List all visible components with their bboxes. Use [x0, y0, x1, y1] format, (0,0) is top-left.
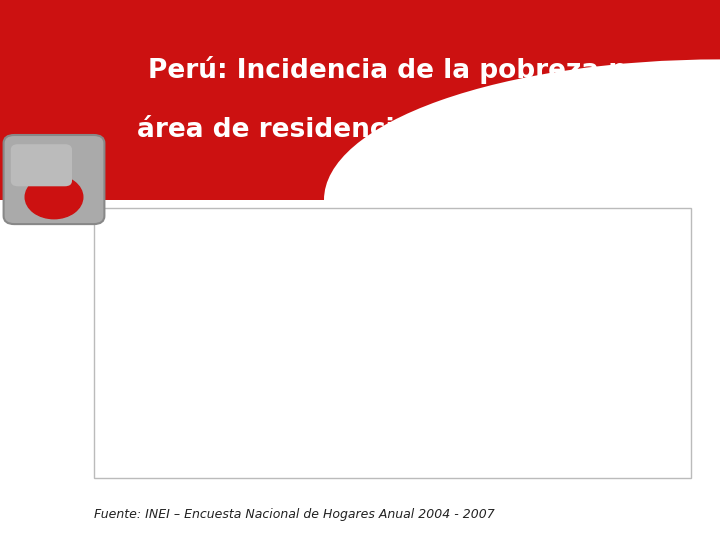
Polygon shape [177, 281, 219, 440]
Polygon shape [192, 356, 201, 440]
Polygon shape [350, 279, 359, 440]
Polygon shape [569, 293, 611, 440]
Polygon shape [541, 382, 583, 440]
Text: Fuente: INEI – Encuesta Nacional de Hogares Anual 2004 - 2007: Fuente: INEI – Encuesta Nacional de Hoga… [94, 508, 495, 521]
FancyBboxPatch shape [11, 144, 72, 186]
Text: 37,1: 37,1 [154, 343, 179, 354]
FancyBboxPatch shape [4, 135, 104, 224]
Polygon shape [453, 369, 462, 440]
Text: área de residencia: 2004 – 2007 (%): área de residencia: 2004 – 2007 (%) [137, 117, 670, 143]
Text: 31,2: 31,2 [415, 357, 440, 367]
Bar [122, 439, 677, 442]
Text: 69,3: 69,3 [451, 270, 476, 280]
Text: 36,8: 36,8 [284, 344, 310, 354]
Circle shape [25, 176, 83, 219]
Polygon shape [94, 208, 691, 478]
Text: Perú: Incidencia de la pobreza por: Perú: Incidencia de la pobreza por [148, 56, 658, 84]
Text: 69,8: 69,8 [191, 269, 215, 279]
Text: 64,6: 64,6 [582, 281, 606, 291]
Polygon shape [0, 0, 720, 200]
Polygon shape [611, 293, 620, 440]
Polygon shape [323, 356, 332, 440]
Polygon shape [480, 282, 489, 440]
Polygon shape [438, 282, 480, 440]
Polygon shape [583, 382, 593, 440]
Polygon shape [308, 279, 350, 440]
Text: 70,9: 70,9 [321, 267, 346, 276]
Polygon shape [411, 369, 453, 440]
Polygon shape [281, 356, 323, 440]
Legend: Urbana, Rural: Urbana, Rural [503, 231, 670, 258]
Ellipse shape [324, 59, 720, 340]
Polygon shape [150, 356, 192, 440]
Text: 25,7: 25,7 [546, 369, 570, 380]
Polygon shape [219, 281, 228, 440]
